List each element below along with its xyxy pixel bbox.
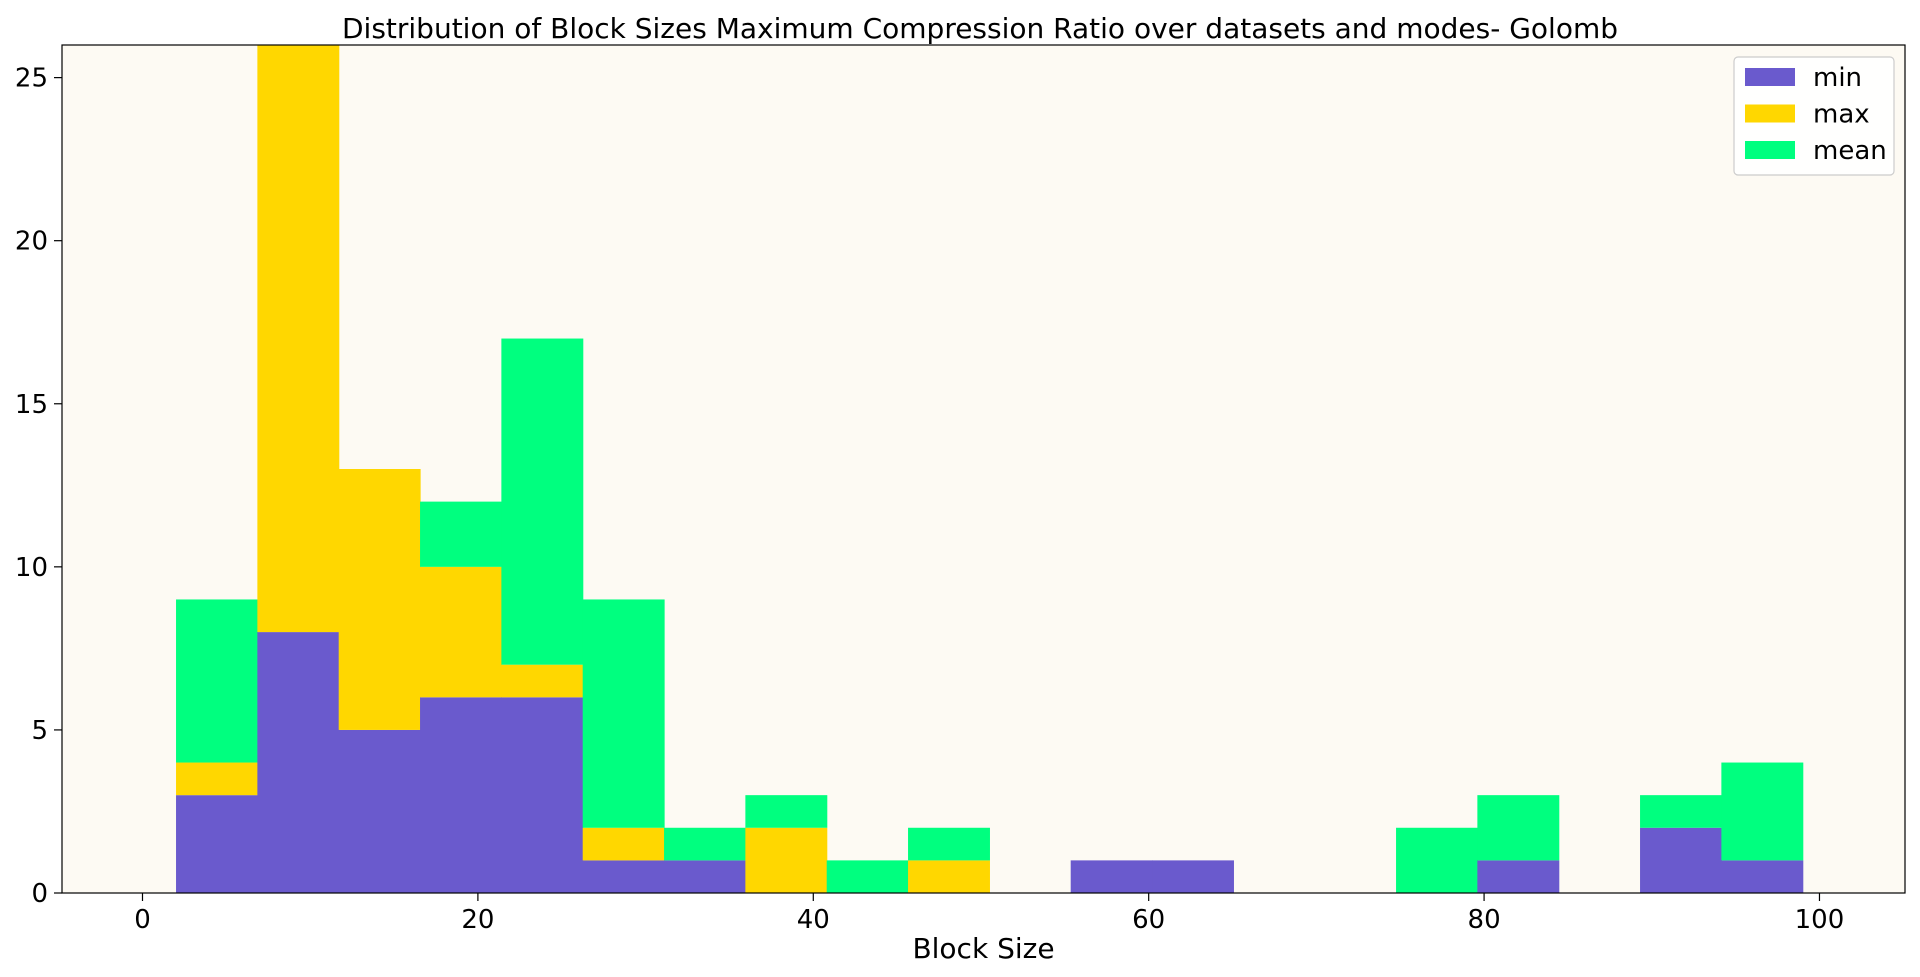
bar-max-bin-5	[582, 827, 665, 861]
legend-swatch-mean	[1745, 141, 1795, 159]
bar-mean-bin-9	[908, 827, 990, 861]
y-axis: 0 5 10 15 20 25	[15, 64, 62, 909]
bar-min-bin-0	[176, 795, 258, 893]
bar-mean-bin-6	[664, 827, 746, 861]
legend-label-max: max	[1813, 100, 1870, 130]
legend-label-min: min	[1813, 63, 1862, 93]
bar-min-bin-2	[338, 729, 421, 893]
bar-max-bin-1	[257, 45, 340, 633]
y-tick-label: 25	[15, 64, 48, 94]
bar-min-bin-4	[501, 697, 584, 893]
y-tick-label: 5	[31, 716, 48, 746]
bar-mean-bin-15	[1396, 827, 1478, 893]
legend-swatch-max	[1745, 104, 1795, 123]
bar-max-bin-3	[420, 566, 502, 698]
bar-min-bin-3	[420, 697, 502, 893]
bar-max-bin-2	[338, 469, 421, 730]
bar-mean-bin-0	[176, 599, 258, 763]
legend-label-mean: mean	[1813, 136, 1887, 166]
bar-max-bin-9	[908, 860, 990, 893]
bars-group	[176, 45, 1804, 893]
plot-frame	[61, 44, 1906, 894]
chart-title: Distribution of Block Sizes Maximum Comp…	[342, 12, 1618, 45]
x-tick-label: 0	[134, 905, 151, 935]
bar-min-bin-18	[1640, 827, 1722, 893]
bar-min-bin-1	[257, 632, 340, 893]
bar-mean-bin-19	[1721, 762, 1804, 861]
bar-min-bin-11	[1070, 860, 1153, 893]
bar-min-bin-16	[1477, 860, 1560, 893]
bar-min-bin-5	[582, 860, 665, 893]
bar-mean-bin-7	[745, 795, 828, 828]
bar-mean-bin-3	[420, 501, 502, 567]
bar-mean-bin-16	[1477, 795, 1560, 861]
x-tick-label: 60	[1132, 905, 1165, 935]
x-axis-title: Block Size	[912, 932, 1054, 965]
x-axis: 0 20 40 60 80 100	[134, 893, 1844, 935]
bar-mean-bin-18	[1640, 795, 1722, 828]
legend-swatch-min	[1745, 68, 1795, 86]
x-tick-label: 40	[797, 905, 830, 935]
bar-mean-bin-4	[501, 338, 584, 665]
x-tick-label: 100	[1795, 905, 1845, 935]
bar-min-bin-19	[1721, 860, 1804, 893]
x-tick-label: 80	[1468, 905, 1501, 935]
x-tick-label: 20	[461, 905, 494, 935]
y-tick-label: 15	[15, 390, 48, 420]
bar-max-bin-0	[176, 762, 258, 796]
y-tick-label: 10	[15, 553, 48, 583]
bar-min-bin-6	[664, 860, 746, 893]
y-tick-label: 0	[31, 879, 48, 909]
bar-mean-bin-5	[582, 599, 665, 828]
bar-max-bin-4	[501, 664, 584, 698]
legend: min max mean	[1733, 56, 1895, 176]
bar-max-bin-7	[745, 827, 828, 893]
y-tick-label: 20	[15, 227, 48, 257]
bar-mean-bin-8	[826, 860, 909, 893]
bar-min-bin-12	[1152, 860, 1234, 893]
